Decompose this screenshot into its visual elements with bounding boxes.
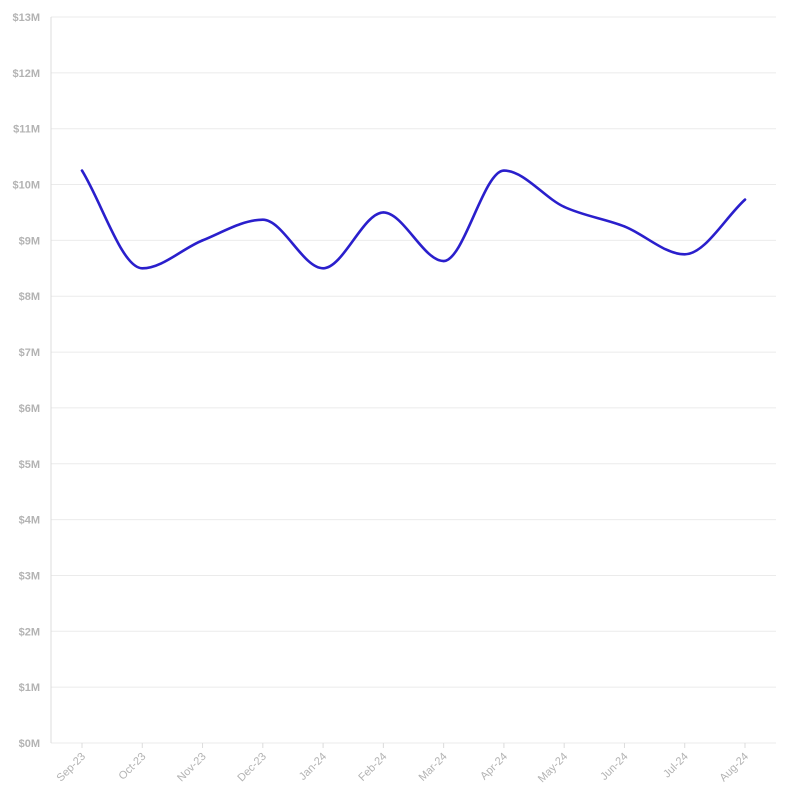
y-tick-label: $1M	[19, 682, 40, 694]
y-tick-label: $3M	[19, 570, 40, 582]
data-point	[623, 225, 626, 228]
x-tick-label: Aug-24	[718, 751, 752, 785]
x-tick-label: Jan-24	[297, 751, 329, 783]
y-tick-label: $0M	[19, 738, 40, 750]
y-tick-label: $11M	[13, 124, 40, 136]
axes	[50, 17, 746, 748]
x-tick-label: Jul-24	[661, 751, 691, 781]
x-tick-label: Jun-24	[598, 751, 630, 783]
data-point	[321, 267, 325, 270]
y-axis-tick-labels: $0M $1M $2M $3M $4M $5M $6M $7M $8M $9M $10M $11M $1…	[12, 12, 40, 750]
data-point	[683, 253, 686, 256]
data-point	[80, 169, 84, 172]
x-tick-label: Nov-23	[175, 751, 209, 785]
series-layer	[80, 169, 747, 270]
y-tick-label: $8M	[19, 291, 40, 303]
data-point	[382, 211, 385, 214]
y-tick-label: $2M	[19, 626, 40, 638]
data-point	[502, 169, 506, 172]
data-point	[201, 239, 204, 242]
y-tick-label: $9M	[19, 235, 40, 247]
data-point	[261, 218, 265, 221]
data-point	[442, 259, 445, 263]
y-tick-label: $4M	[19, 515, 40, 527]
series-line	[80, 169, 747, 270]
x-tick-label: Mar-24	[417, 751, 450, 784]
y-tick-label: $13M	[12, 12, 40, 24]
y-tick-label: $10M	[12, 180, 40, 192]
data-point	[141, 267, 144, 270]
y-tick-label: $12M	[12, 68, 40, 80]
x-tick-label: Dec-23	[235, 751, 269, 785]
y-tick-label: $5M	[19, 459, 40, 471]
x-tick-label: Oct-23	[117, 751, 149, 783]
data-point	[743, 198, 747, 201]
y-tick-label: $7M	[19, 347, 40, 359]
x-tick-label: Apr-24	[478, 751, 510, 783]
x-axis-tick-labels: Sep-23 Oct-23 Nov-23 Dec-23 Jan-24 Feb-24 Mar-…	[55, 751, 752, 785]
x-tick-label: Sep-23	[55, 751, 89, 785]
y-tick-label: $6M	[19, 403, 40, 415]
data-point	[562, 205, 566, 209]
gridlines	[51, 16, 776, 744]
x-tick-label: May-24	[536, 751, 570, 785]
x-tick-label: Feb-24	[356, 751, 389, 784]
